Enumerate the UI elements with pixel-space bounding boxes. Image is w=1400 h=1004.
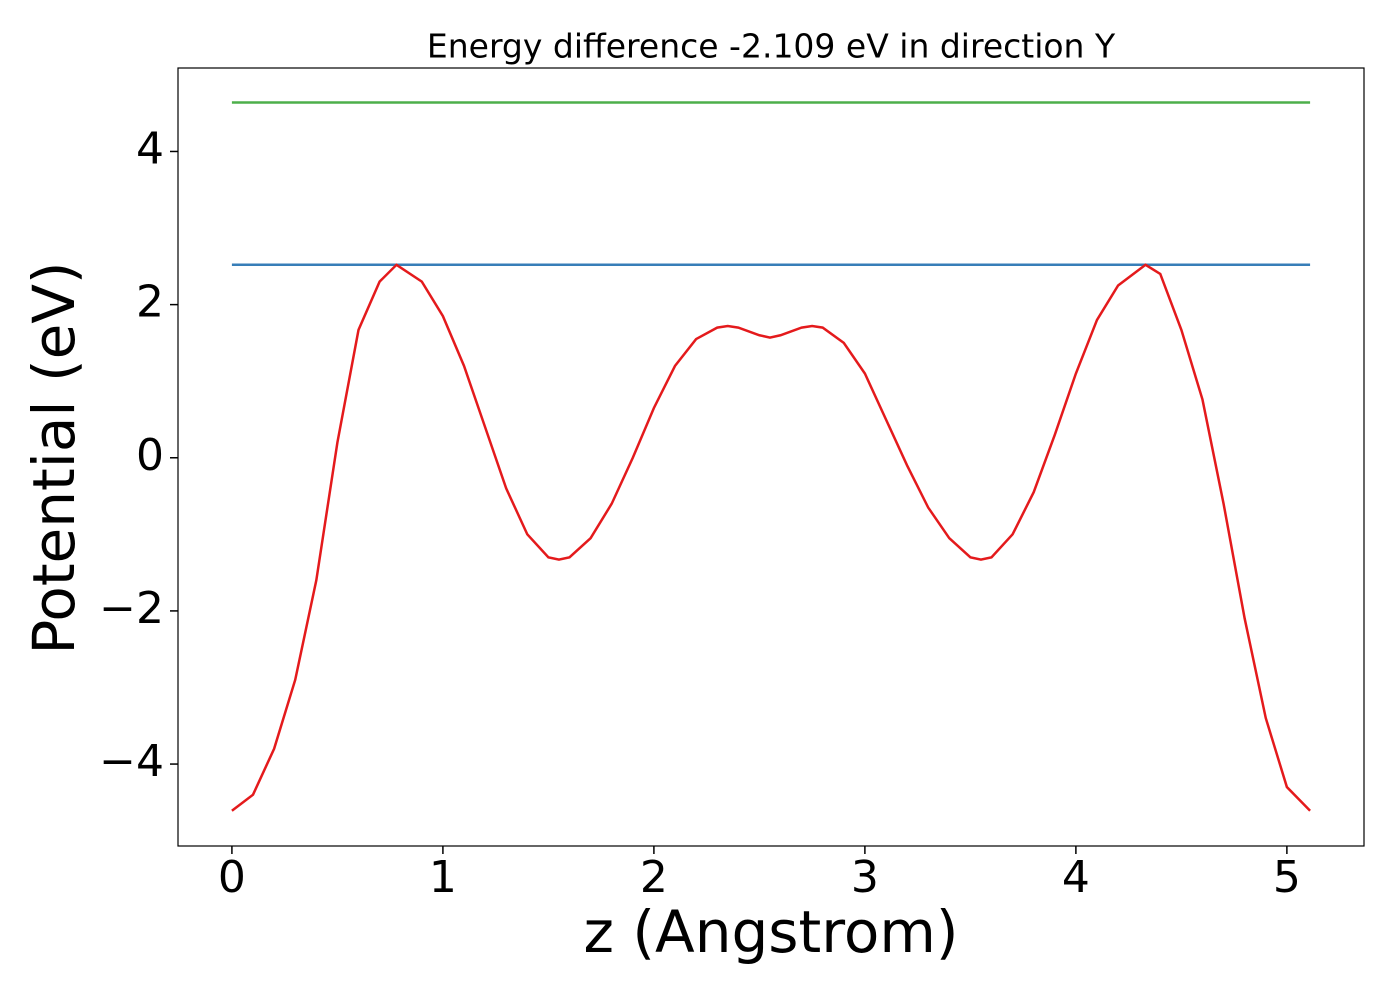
y-tick-label: −2 [99,583,164,634]
y-axis-label: Potential (eV) [20,261,88,654]
y-tick-label: 0 [136,430,164,481]
y-tick-label: 2 [136,277,164,328]
data-line [231,263,1311,812]
y-tick-label: 4 [136,123,164,174]
x-tick-label: 0 [218,852,246,903]
x-tick-label: 4 [1062,852,1090,903]
x-tick-label: 5 [1273,852,1301,903]
chart-title: Energy difference -2.109 eV in direction… [427,27,1116,66]
plot-frame [177,67,1365,847]
x-tick-label: 3 [851,852,879,903]
y-tick-label: −4 [99,736,164,787]
x-axis-label: z (Angstrom) [584,898,959,966]
x-tick-label: 2 [640,852,668,903]
x-tick-label: 1 [429,852,457,903]
